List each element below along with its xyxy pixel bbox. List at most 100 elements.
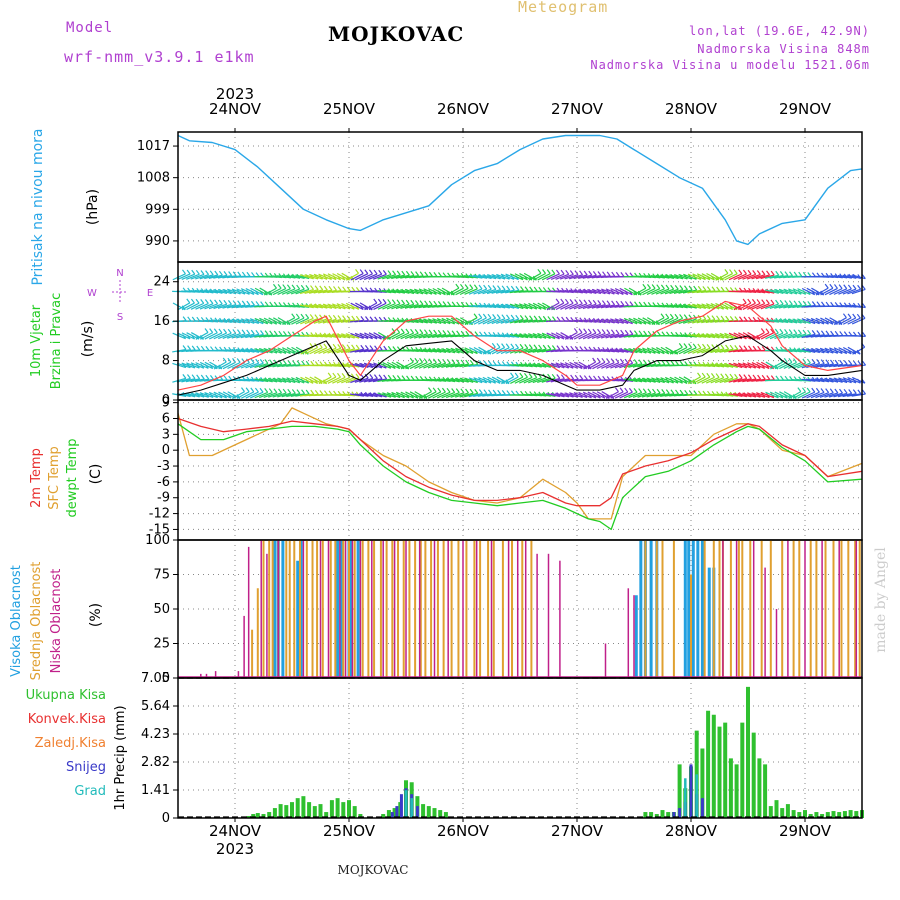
wind-barb-flag — [191, 345, 196, 351]
wind-barb — [509, 273, 524, 281]
wind-barb-flag — [697, 285, 702, 291]
wind-barb — [459, 392, 474, 398]
wind-barb-flag — [601, 329, 606, 334]
wind-barb-flag — [665, 284, 670, 290]
wind-barb — [318, 273, 332, 280]
wind-barb — [263, 287, 277, 296]
wind-barb-flag — [473, 313, 478, 319]
wind-barb — [787, 318, 802, 324]
wind-barb-flag — [551, 345, 556, 350]
wind-barb — [509, 333, 524, 339]
wind-barb-flag — [260, 330, 264, 335]
wind-barb — [341, 333, 355, 339]
wind-barb — [277, 288, 291, 295]
wind-barb-flag — [236, 329, 241, 334]
wind-barb-flag — [190, 298, 195, 304]
wind-barb — [514, 303, 528, 310]
wind-barb — [409, 332, 424, 339]
wind-barb — [619, 333, 633, 338]
wind-barb-flag — [355, 315, 360, 321]
wind-barb — [546, 393, 561, 398]
wind-barb — [345, 333, 360, 339]
wind-barb-flag — [360, 344, 365, 350]
wind-barb-flag — [205, 270, 210, 276]
wind-barb-flag — [711, 315, 716, 320]
wind-barb — [172, 377, 187, 383]
wind-barb-flag — [433, 271, 438, 277]
wind-barb-flag — [510, 372, 515, 378]
wind-barb — [578, 303, 592, 310]
wind-barb — [295, 288, 310, 295]
wind-barb — [628, 347, 642, 354]
wind-barb-flag — [310, 389, 315, 395]
wind-barb-flag — [323, 285, 328, 291]
wind-barb-flag — [342, 315, 347, 321]
wind-barb — [783, 333, 797, 339]
wind-barb — [637, 287, 651, 296]
pressure-ytick-label: 1008 — [137, 171, 170, 186]
wind-barb-flag — [264, 359, 269, 364]
wind-barb — [368, 332, 382, 340]
wind-barb-flag — [757, 374, 762, 380]
wind-barb-flag — [346, 373, 351, 378]
wind-barb-flag — [720, 286, 725, 292]
wind-barb — [829, 288, 843, 296]
wind-barb-flag — [309, 314, 314, 319]
wind-barb — [359, 393, 374, 398]
wind-barb — [350, 273, 364, 281]
wind-barb — [691, 289, 706, 294]
wind-barb — [427, 391, 442, 399]
wind-barb — [560, 302, 574, 310]
wind-barb — [213, 361, 227, 370]
wind-barb — [669, 274, 684, 280]
wind-barb — [281, 347, 296, 355]
wind-barb-flag — [432, 387, 437, 393]
wind-barb — [336, 333, 351, 339]
wind-barb-flag — [729, 287, 734, 292]
wind-barb — [381, 289, 396, 294]
wind-barb — [605, 318, 620, 324]
wind-barb-flag — [337, 315, 342, 320]
wind-barb — [190, 290, 205, 294]
wind-barb — [628, 317, 642, 325]
wind-barb-flag — [619, 358, 624, 364]
wind-barb-flag — [332, 372, 337, 378]
wind-barb — [609, 348, 624, 353]
wind-barb — [340, 348, 355, 354]
wind-barb — [824, 363, 839, 368]
wind-barb-flag — [291, 313, 296, 319]
wind-barb — [528, 377, 542, 384]
wind-barb — [254, 378, 269, 383]
wind-barb-flag — [264, 330, 269, 336]
pressure-ylabel: (hPa) — [85, 189, 101, 225]
wind-barb — [446, 287, 460, 296]
wind-barb-flag — [296, 360, 301, 366]
precip-ytick-label: 5.64 — [141, 699, 170, 714]
wind-barb — [181, 302, 195, 311]
wind-barb — [404, 319, 419, 324]
wind-barb-flag — [222, 357, 227, 363]
wind-barb-flag — [556, 345, 561, 351]
wind-barb — [277, 392, 291, 398]
wind-barb-flag — [660, 284, 665, 290]
wind-barb — [208, 274, 223, 279]
wind-barb-flag — [624, 301, 629, 306]
wind-barb-flag — [848, 331, 853, 337]
wind-barb-flag — [442, 301, 447, 306]
wind-barb — [664, 274, 679, 280]
wind-barb-flag — [633, 330, 638, 335]
wind-barb-flag — [310, 285, 315, 290]
wind-barb — [701, 303, 715, 310]
wind-barb-flag — [469, 359, 474, 365]
wind-barb — [505, 334, 520, 338]
wind-barb-flag — [181, 269, 186, 275]
wind-barb — [423, 362, 437, 369]
wind-barb — [555, 332, 569, 340]
wind-barb-flag — [259, 358, 264, 364]
wind-barb-flag — [811, 330, 816, 335]
wind-barb — [714, 348, 729, 353]
wind-barb-flag — [333, 286, 338, 291]
wind-barb-flag — [456, 301, 461, 307]
wind-barb-flag — [716, 315, 721, 321]
